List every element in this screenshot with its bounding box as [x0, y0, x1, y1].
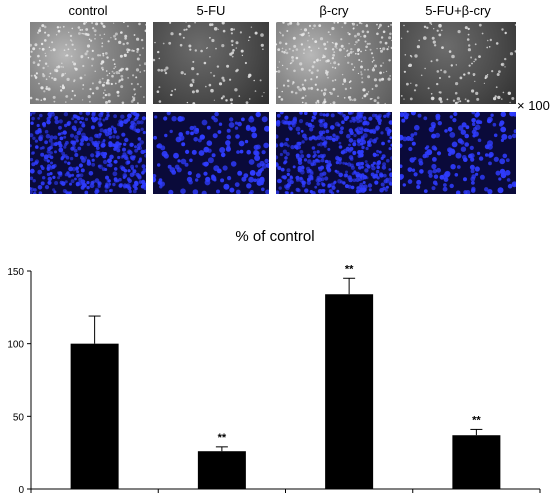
dapi-image-5fu	[150, 111, 271, 196]
significance-mark-3: **	[345, 263, 354, 275]
bar-2	[197, 451, 246, 489]
phase-image-5fu	[152, 21, 269, 105]
panel-label-control: control	[68, 3, 108, 18]
dapi-image-control	[28, 110, 148, 196]
bar-4	[452, 435, 501, 489]
phase-image-5fu-bcry	[400, 21, 517, 105]
magnification-label: × 100	[517, 98, 550, 113]
bar-1	[70, 343, 119, 489]
panel-label-bcry: β-cry	[319, 3, 349, 18]
y-tick-label: 100	[7, 340, 24, 351]
dapi-image-bcry	[273, 110, 394, 196]
y-tick-label: 150	[7, 267, 24, 278]
chart-title: % of control	[235, 228, 315, 245]
dapi-image-5fu-bcry	[397, 110, 518, 196]
significance-mark-4: **	[472, 414, 481, 426]
y-tick-label: 0	[18, 485, 24, 496]
phase-image-bcry	[275, 21, 393, 105]
panel-label-5fu-bcry: 5-FU+β-cry	[425, 3, 491, 18]
bar-3	[325, 294, 374, 489]
y-tick-label: 50	[13, 412, 25, 423]
panel-label-5fu: 5-FU	[196, 3, 226, 18]
significance-mark-2: **	[218, 432, 227, 444]
